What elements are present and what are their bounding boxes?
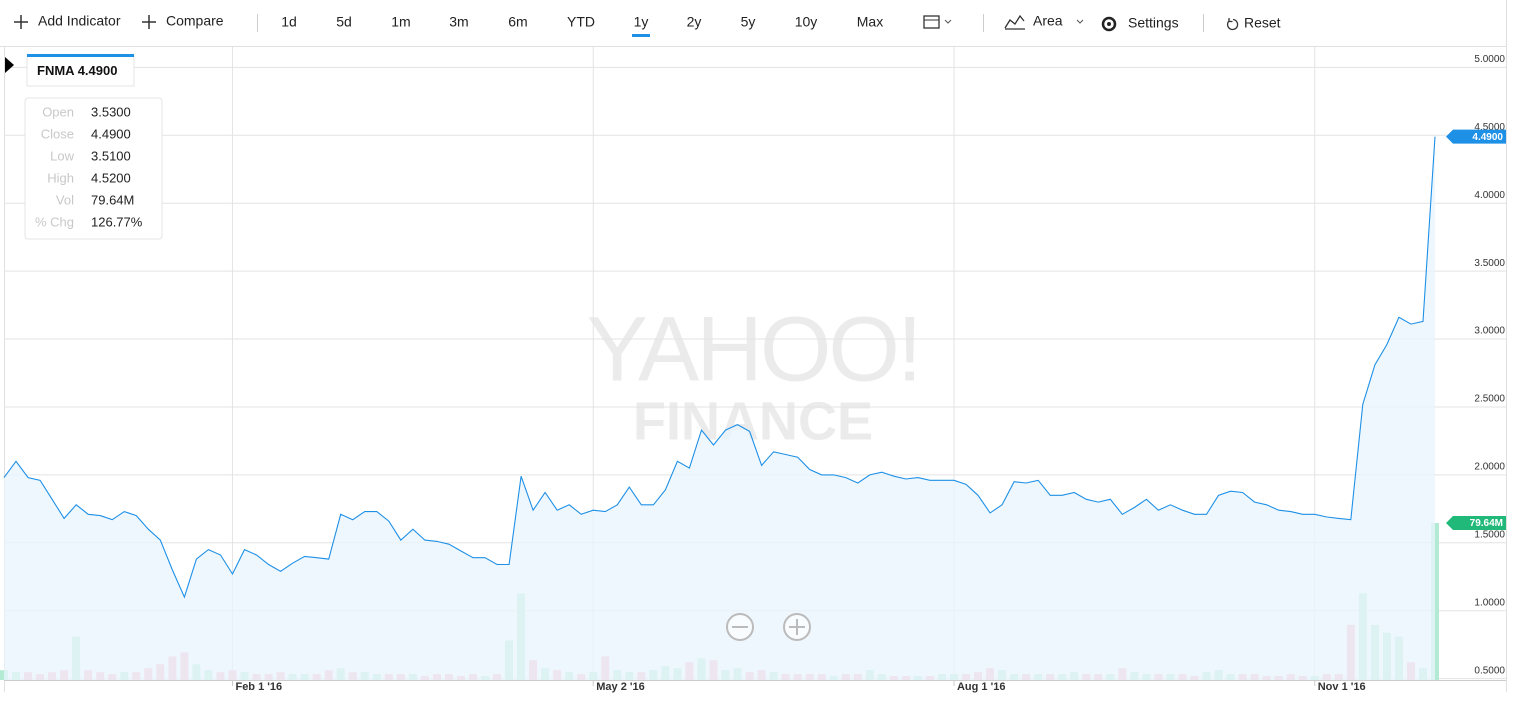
info-label: Open [42,104,74,119]
y-tick-label: 3.5000 [1474,258,1505,269]
x-tick-label: Aug 1 '16 [957,681,1005,693]
zoom-in[interactable] [783,613,811,641]
info-value: 4.4900 [91,126,131,141]
legend-accent [27,54,134,57]
info-value: 3.5100 [91,148,131,163]
chart-type[interactable]: Area [1033,13,1063,29]
legend-price: 4.4900 [78,63,118,78]
y-tick-label: 4.5000 [1474,122,1505,133]
compare[interactable]: Compare [166,13,224,29]
x-tick-label: May 2 '16 [596,681,644,693]
y-tick-label: 5.0000 [1474,54,1505,65]
volume-badge [1446,516,1506,530]
legend-box [26,55,135,87]
date-picker[interactable] [923,15,952,29]
settings-icon [1101,16,1117,32]
info-label: Low [50,148,74,163]
y-tick-label: 4.0000 [1474,190,1505,201]
range-button[interactable]: 2y [687,14,702,30]
watermark-text: YAHOO! [586,298,919,400]
x-tick-label: Nov 1 '16 [1318,681,1366,693]
area-fill [4,136,1435,680]
settings[interactable]: Settings [1128,15,1179,31]
price-badge [1446,129,1506,144]
price-line [3,136,1436,599]
compare-icon [142,15,156,29]
info-value: 79.64M [91,192,134,207]
x-tick-label: Feb 1 '16 [235,681,282,693]
range-button[interactable]: 5d [336,14,352,30]
watermark: YAHOO! FINANCE [586,298,922,451]
add-icon [14,15,28,29]
chevron [944,19,952,24]
area-icon [1004,14,1025,30]
y-tick-label: 2.0000 [1474,462,1505,473]
settings-icon [1107,22,1111,26]
info-label: Vol [56,192,74,207]
y-tick-label: 0.5000 [1474,665,1505,676]
range-button[interactable]: 1y [634,14,649,30]
info-label: % Chg [35,214,74,229]
info-label: High [47,170,74,185]
range-button[interactable]: 10y [795,14,818,30]
info-value: 126.77% [91,214,143,229]
range-button[interactable]: 6m [508,14,527,30]
info-label: Close [41,126,74,141]
range-button[interactable]: 5y [741,14,756,30]
y-tick-label: 2.5000 [1474,394,1505,405]
y-tick-label: 1.0000 [1474,597,1505,608]
range-button[interactable]: 1d [281,14,297,30]
reset-icon [1226,18,1239,31]
range-button[interactable]: YTD [567,14,595,30]
y-tick-label: 3.0000 [1474,326,1505,337]
calendar-icon [923,15,940,29]
range-button[interactable]: 1m [391,14,410,30]
legend-symbol: FNMA [37,63,75,78]
info-box [24,97,163,240]
price-badge-label: 4.4900 [1472,132,1503,143]
range-button[interactable]: 3m [449,14,468,30]
legend-pointer [5,57,14,73]
chevron [1076,19,1084,24]
overlay: FNMA 4.4900 4.4900 79.64M Open 3.5300 Close 4… [5,54,1506,641]
toolbar: Add Indicator Compare Area Settings Rese… [0,13,1506,47]
info-value: 4.5200 [91,170,131,185]
range-button[interactable]: Max [857,14,883,30]
y-tick-label: 1.5000 [1474,529,1505,540]
zoom-out[interactable] [726,613,754,641]
zoom-in-icon [789,619,805,635]
legend: FNMA 4.4900 [37,63,117,78]
add-indicator[interactable]: Add Indicator [38,13,121,29]
reset[interactable]: Reset [1244,15,1281,31]
active-underline [632,34,650,37]
info-value: 3.5300 [91,104,131,119]
volume-badge-label: 79.64M [1470,518,1503,529]
